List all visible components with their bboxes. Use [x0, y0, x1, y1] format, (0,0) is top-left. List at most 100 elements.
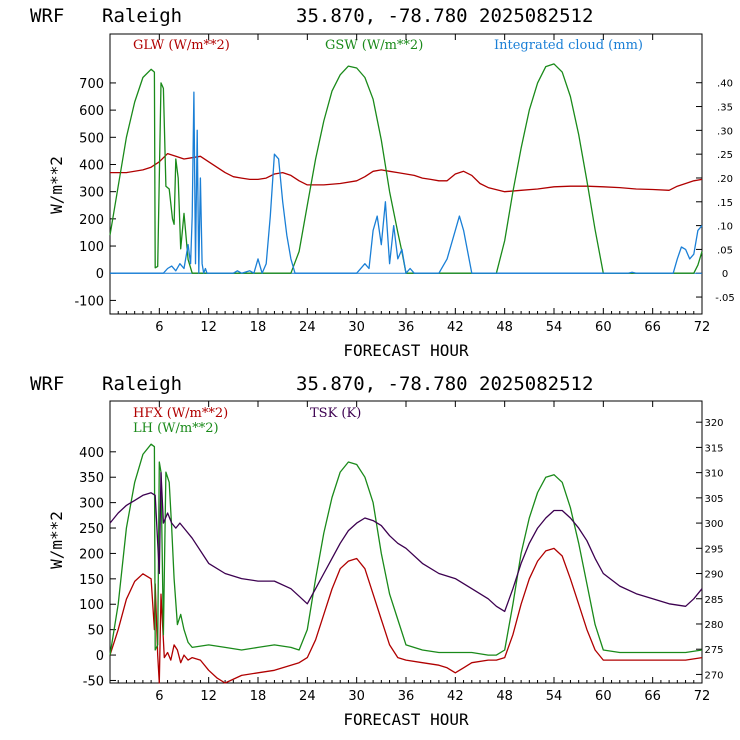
x-tick-label: 6 — [155, 689, 163, 704]
x-tick-label: 66 — [644, 689, 661, 704]
panel-1-x-ticks: 6 12 18 24 30 36 42 48 54 60 66 72 — [117, 34, 711, 335]
x-tick-label: 60 — [595, 320, 612, 335]
y-tick-label: 150 — [79, 573, 104, 588]
legend-tsk: TSK (K) — [310, 406, 361, 421]
x-tick-label: 60 — [595, 689, 612, 704]
y2-tick-label: .35 — [717, 103, 733, 114]
y-tick-label: 200 — [79, 547, 104, 562]
y2-tick-label: 275 — [704, 645, 723, 656]
panel-1-ylabel: W/m**2 — [47, 156, 66, 214]
series-line-hfx — [109, 547, 703, 684]
y2-tick-label: 270 — [704, 670, 723, 681]
y-tick-label: 300 — [79, 186, 104, 201]
legend-glw: GLW (W/m**2) — [133, 38, 230, 53]
panel-2-y-ticks: -50 0 50 100 150 200 250 300 350 400 — [79, 446, 116, 689]
panel-2-ylabel: W/m**2 — [47, 511, 66, 569]
y-tick-label: 400 — [79, 158, 104, 173]
y2-tick-label: 315 — [704, 443, 723, 454]
panel-2-series — [109, 443, 703, 684]
y2-tick-label: .10 — [717, 222, 733, 233]
y-tick-label: 250 — [79, 522, 104, 537]
y2-tick-label: .15 — [717, 198, 733, 209]
y-tick-label: 500 — [79, 131, 104, 146]
y-tick-label: 0 — [96, 267, 104, 282]
x-tick-label: 12 — [200, 689, 217, 704]
y-tick-label: 100 — [79, 598, 104, 613]
y-tick-label: 700 — [79, 77, 104, 92]
series-line-lh — [109, 443, 703, 656]
panel-2-xlabel: FORECAST HOUR — [343, 710, 469, 729]
y2-tick-label: 285 — [704, 595, 723, 606]
y2-tick-label: .05 — [717, 245, 733, 256]
legend-hfx: HFX (W/m**2) — [133, 406, 228, 421]
panel-1-xlabel: FORECAST HOUR — [343, 341, 469, 360]
x-tick-label: 42 — [447, 689, 464, 704]
series-line-glw — [110, 152, 703, 193]
y-tick-label: 100 — [79, 240, 104, 255]
panel-1: WRF Raleigh 35.870, -78.780 2025082512 G… — [30, 5, 735, 360]
x-tick-label: 54 — [546, 689, 563, 704]
panel-1-model: WRF — [30, 5, 64, 27]
panel-2-coords: 35.870, -78.780 — [296, 373, 468, 395]
x-tick-label: 36 — [398, 689, 415, 704]
x-tick-label: 72 — [694, 689, 711, 704]
y-tick-label: 300 — [79, 497, 104, 512]
x-tick-label: 42 — [447, 320, 464, 335]
panel-1-series — [109, 63, 703, 274]
y-tick-label: 350 — [79, 471, 104, 486]
y2-tick-label: .40 — [717, 79, 733, 90]
y-tick-label: 0 — [96, 649, 104, 664]
panel-1-init: 2025082512 — [479, 5, 593, 27]
y2-tick-label: 300 — [704, 519, 723, 530]
legend-gsw: GSW (W/m**2) — [325, 38, 423, 53]
x-tick-label: 18 — [250, 320, 267, 335]
x-tick-label: 18 — [250, 689, 267, 704]
y-tick-label: 50 — [87, 624, 104, 639]
panel-2-x-ticks: 6 12 18 24 30 36 42 48 54 60 66 72 — [117, 401, 711, 704]
x-tick-label: 36 — [398, 320, 415, 335]
panel-1-coords: 35.870, -78.780 — [296, 5, 468, 27]
x-tick-label: 30 — [348, 320, 365, 335]
y-tick-label: 600 — [79, 104, 104, 119]
y2-tick-label: .20 — [717, 174, 733, 185]
x-tick-label: 24 — [299, 689, 316, 704]
y2-tick-label: 295 — [704, 544, 723, 555]
y2-tick-label: .30 — [717, 126, 733, 137]
y-tick-label: 200 — [79, 213, 104, 228]
x-tick-label: 66 — [644, 320, 661, 335]
y2-tick-label: 0 — [722, 269, 728, 280]
y2-tick-label: .25 — [717, 150, 733, 161]
x-tick-label: 24 — [299, 320, 316, 335]
x-tick-label: 48 — [496, 320, 513, 335]
series-line-integrated — [110, 91, 703, 274]
y2-tick-label: 320 — [704, 418, 723, 429]
panel-2-site: Raleigh — [102, 373, 182, 395]
x-tick-label: 54 — [546, 320, 563, 335]
panel-2-y2-ticks: 320 315 310 305 300 295 290 285 280 275 270 — [696, 418, 724, 681]
y2-tick-label: 310 — [704, 469, 723, 480]
legend-lh: LH (W/m**2) — [133, 421, 219, 436]
panel-1-y-ticks: -100 0 100 200 300 400 500 600 700 — [74, 77, 116, 309]
y-tick-label: -100 — [74, 294, 104, 309]
y-tick-label: 400 — [79, 446, 104, 461]
legend-integrated-cloud: Integrated cloud (mm) — [494, 38, 643, 53]
y2-tick-label: 290 — [704, 570, 723, 581]
panel-2-model: WRF — [30, 373, 64, 395]
x-tick-label: 30 — [348, 689, 365, 704]
panel-2-init: 2025082512 — [479, 373, 593, 395]
panel-1-site: Raleigh — [102, 5, 182, 27]
x-tick-label: 12 — [200, 320, 217, 335]
panel-1-y2-ticks: .40 .35 .30 .25 .20 .15 .10 .05 0 -.05 — [696, 79, 735, 304]
y2-tick-label: 280 — [704, 620, 723, 631]
panel-2: WRF Raleigh 35.870, -78.780 2025082512 H… — [30, 373, 724, 729]
series-line-tsk — [109, 471, 703, 613]
y2-tick-label: 305 — [704, 494, 723, 505]
x-tick-label: 72 — [694, 320, 711, 335]
x-tick-label: 48 — [496, 689, 513, 704]
x-tick-label: 6 — [155, 320, 163, 335]
series-line-gsw — [109, 63, 703, 274]
y-tick-label: -50 — [83, 674, 104, 689]
y2-tick-label: -.05 — [715, 293, 735, 304]
